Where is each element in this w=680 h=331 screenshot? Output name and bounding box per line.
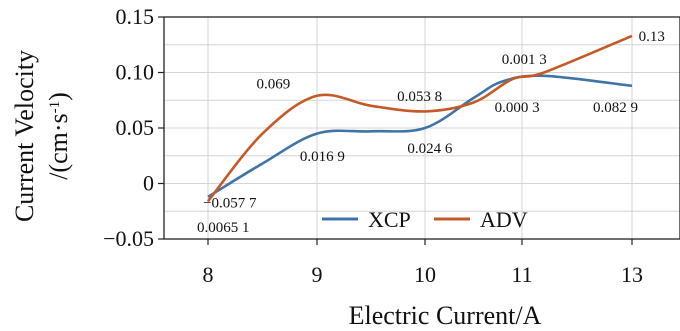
y-axis-title: Current Velocity /(cm·s-1)	[10, 50, 73, 222]
y-axis-ticks: 0.15 0.10 0.05 0 −0.05	[103, 4, 164, 251]
data-annotation-label: 0.0065 1	[197, 220, 250, 236]
data-annotation-label: 0.001 3	[502, 52, 547, 68]
x-tick-label: 13	[621, 262, 643, 287]
legend-label-xcp: XCP	[368, 207, 411, 232]
grid	[164, 17, 680, 239]
data-annotation-label: 0.000 3	[495, 100, 540, 116]
series-lines	[206, 34, 633, 203]
y-tick-label: 0.15	[116, 4, 155, 29]
y-axis-unit-suffix: )	[44, 92, 73, 101]
x-axis-ticks: 8 9 10 11 13	[203, 239, 643, 287]
y-axis-unit-prefix: /(cm·s	[44, 113, 73, 179]
y-tick-label: 0	[143, 171, 154, 196]
legend: XCP ADV	[322, 207, 528, 232]
y-axis-title-line2: /(cm·s-1)	[44, 92, 73, 180]
legend-label-adv: ADV	[480, 207, 528, 232]
x-tick-label: 9	[312, 262, 323, 287]
data-annotation-label: 0.082 9	[593, 100, 638, 116]
x-tick-label: 11	[511, 262, 532, 287]
x-tick-label: 10	[414, 262, 436, 287]
data-annotations: −0.057 7 0.0065 1 0.069 0.016 9 0.053 8 0.024…	[197, 29, 665, 236]
data-annotation-label: 0.016 9	[300, 149, 345, 165]
y-tick-label: 0.10	[116, 60, 155, 85]
y-tick-label: 0.05	[116, 115, 155, 140]
data-annotation-label: 0.069	[257, 77, 291, 93]
series-line-adv	[206, 34, 633, 203]
y-tick-label: −0.05	[103, 226, 154, 251]
data-annotation-label: −0.057 7	[203, 195, 257, 211]
y-axis-unit-superscript: -1	[47, 101, 63, 114]
y-axis-title-line1: Current Velocity	[10, 50, 39, 222]
data-annotation-label: 0.024 6	[407, 141, 453, 157]
data-annotation-label: 0.053 8	[397, 89, 442, 105]
x-axis-title: Electric Current/A	[349, 301, 542, 330]
series-line-xcp	[207, 74, 633, 198]
x-tick-label: 8	[203, 262, 214, 287]
data-annotation-label: 0.13	[639, 29, 665, 45]
